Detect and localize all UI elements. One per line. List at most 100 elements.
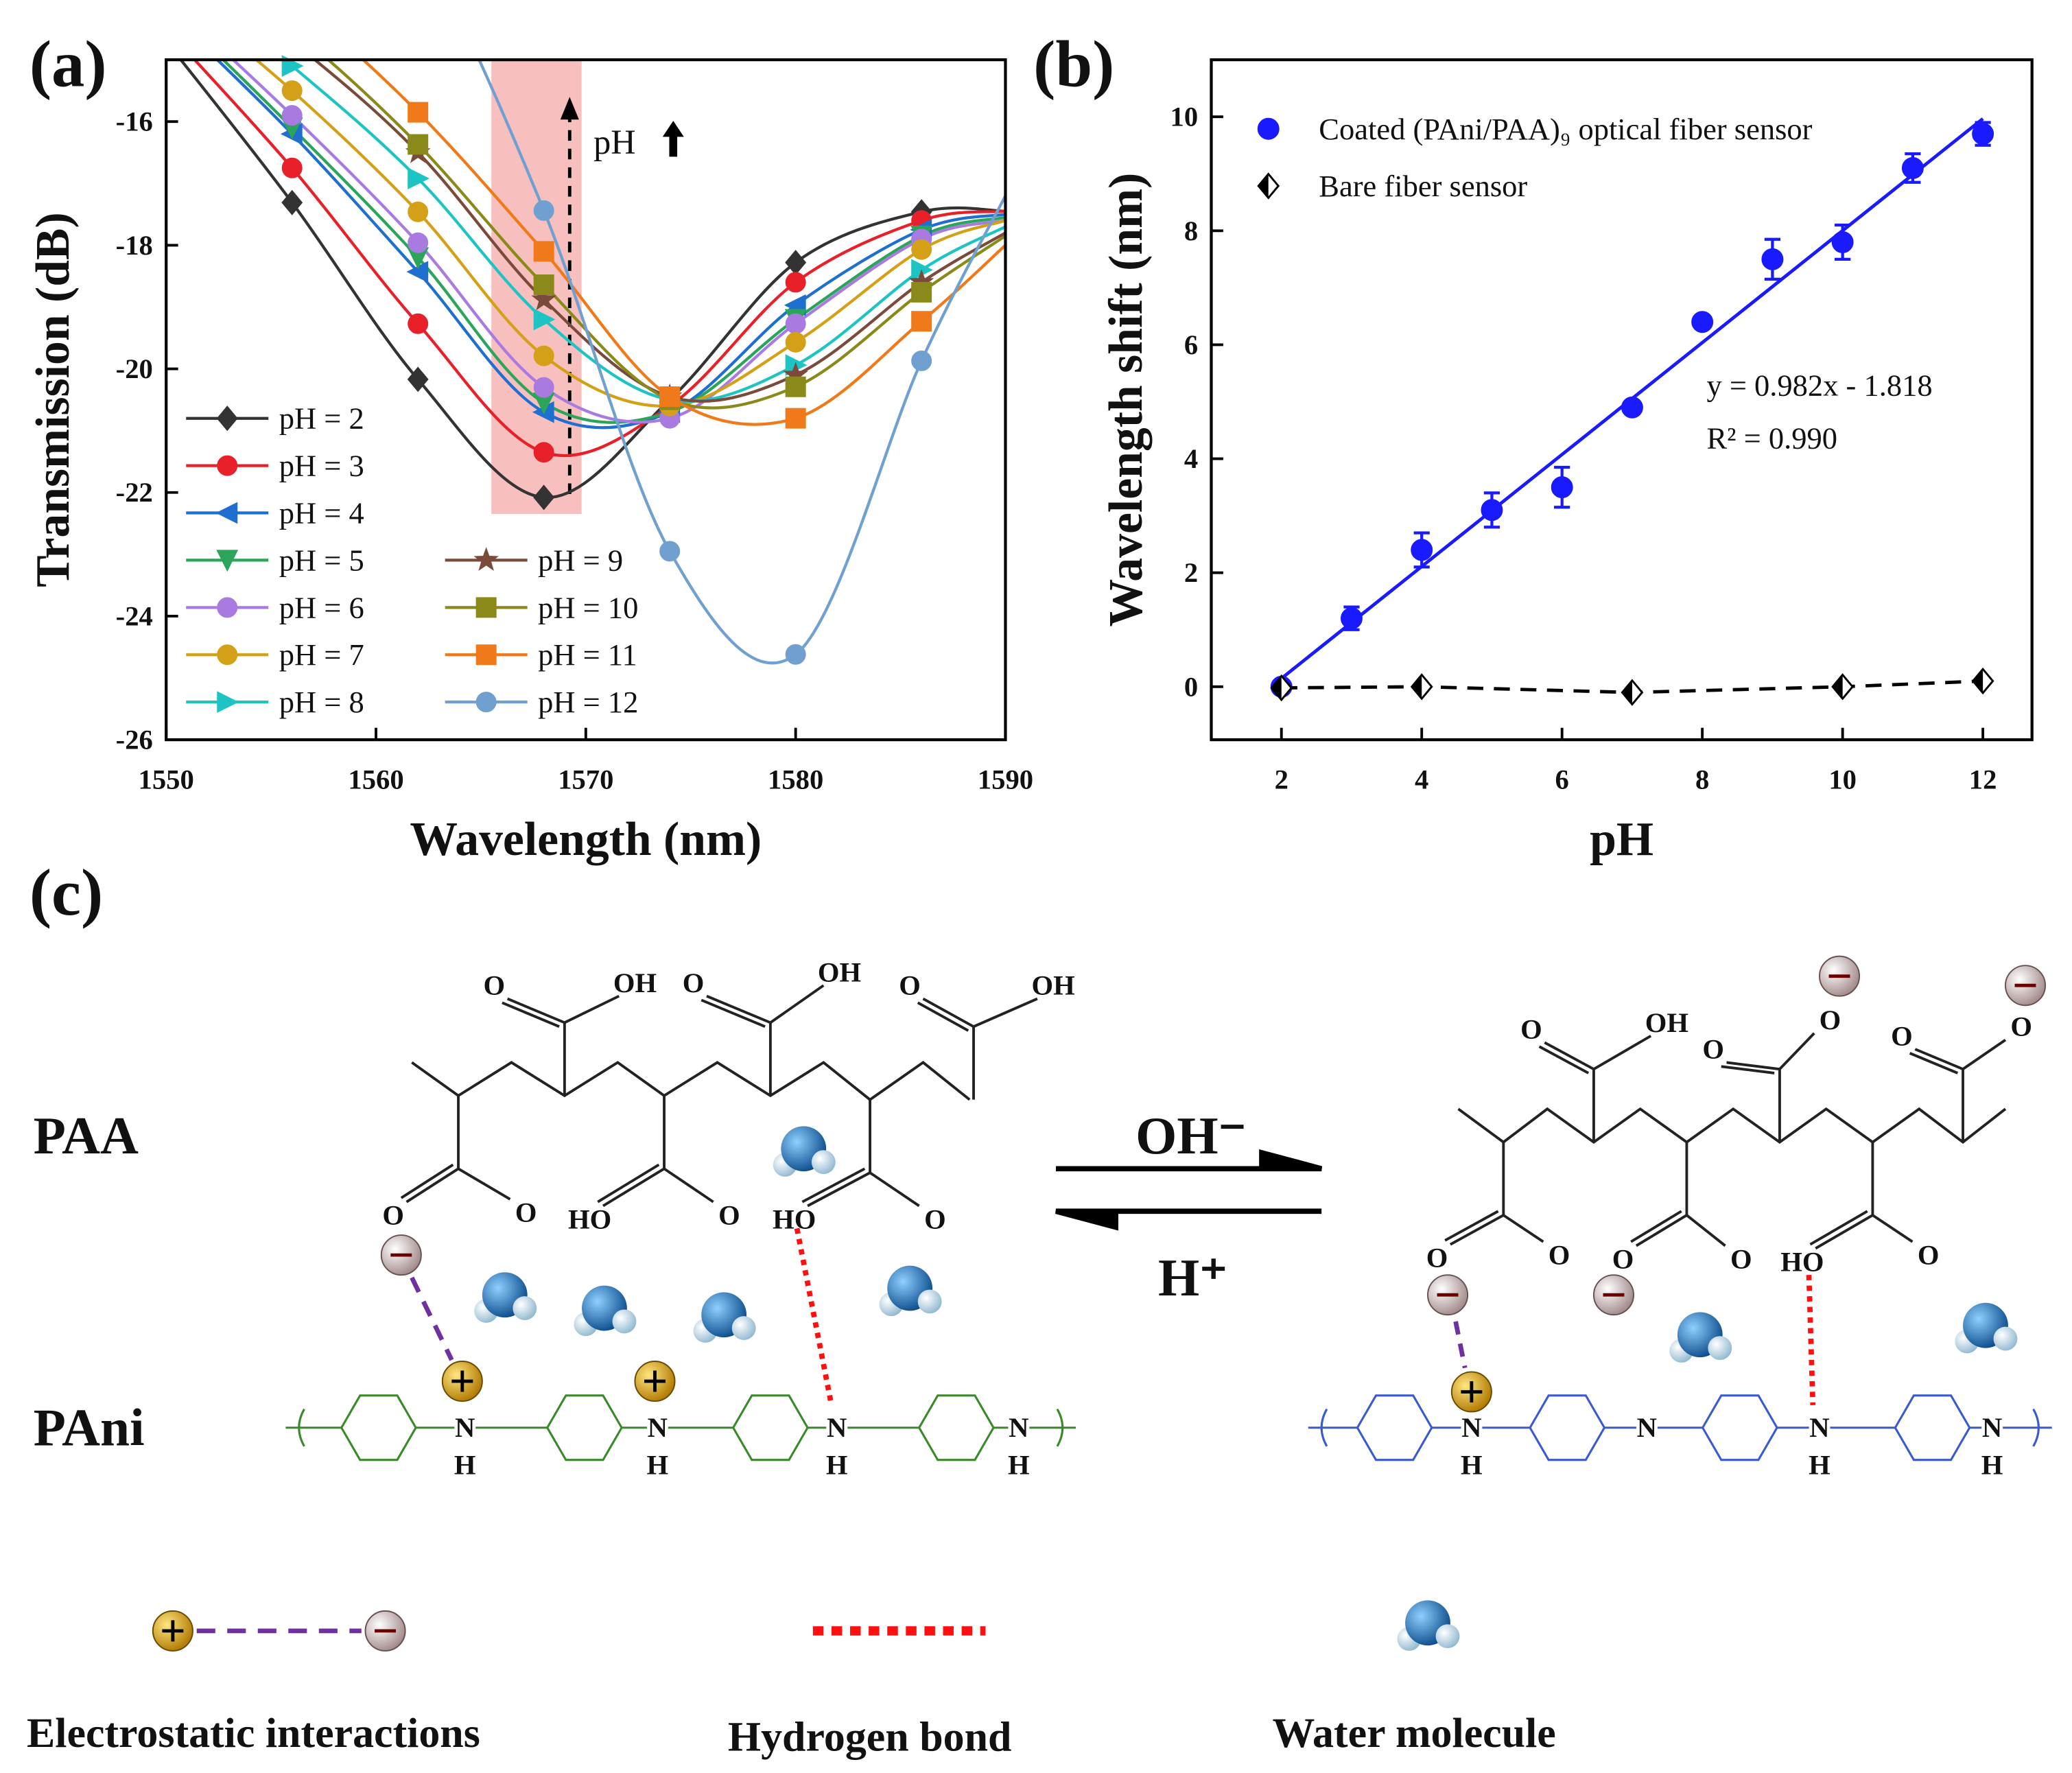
marker — [408, 313, 429, 334]
atom-label: O — [899, 970, 921, 1001]
bond — [1592, 1035, 1652, 1070]
atom-label: O — [718, 1200, 740, 1231]
ring — [1529, 1394, 1606, 1461]
legend-label: Hydrogen bond — [728, 1714, 1012, 1761]
atom-label: H — [1461, 1449, 1483, 1480]
legend-label: pH = 4 — [279, 496, 364, 530]
marker — [281, 189, 303, 215]
marker — [217, 691, 239, 714]
ring — [1894, 1394, 1971, 1461]
marker — [281, 80, 303, 102]
marker — [659, 386, 681, 408]
trend-arrowhead — [560, 97, 579, 120]
marker — [217, 644, 238, 666]
atom-label: HO — [1780, 1246, 1824, 1277]
atom-label: N — [1982, 1412, 2002, 1443]
marker — [911, 311, 932, 332]
bond — [502, 997, 565, 1028]
legend-label: Bare fiber sensor — [1319, 169, 1527, 203]
bond — [1962, 1038, 2007, 1070]
annotation: R² = 0.990 — [1706, 421, 1837, 456]
marker — [785, 408, 806, 429]
panel-label: (b) — [1033, 27, 1114, 100]
bond — [1444, 1210, 1505, 1246]
ring — [731, 1394, 809, 1461]
y-tick-label: -26 — [116, 725, 153, 755]
y-tick-label: -20 — [116, 353, 153, 384]
bond — [451, 1370, 473, 1392]
forward-label: OH⁻ — [1135, 1106, 1246, 1165]
marker — [407, 366, 429, 392]
x-tick-label: 4 — [1415, 764, 1428, 795]
marker — [1761, 248, 1784, 270]
atom-label: O — [1549, 1240, 1570, 1271]
bond — [663, 1167, 714, 1203]
water-h — [1435, 1624, 1460, 1649]
atom-label: H — [826, 1449, 848, 1480]
marker — [475, 597, 497, 618]
x-axis-title: Wavelength (nm) — [410, 813, 762, 866]
bond — [1503, 1214, 1544, 1243]
water-h — [1993, 1326, 2018, 1351]
marker — [785, 376, 806, 397]
atom-label: H — [454, 1449, 476, 1480]
marker — [531, 286, 556, 311]
marker — [533, 274, 554, 296]
atom-label: HO — [773, 1203, 816, 1234]
legend-label: pH = 8 — [279, 685, 364, 719]
plot-frame — [165, 58, 1007, 742]
atom-label: O — [1891, 1020, 1913, 1051]
bond — [1809, 1210, 1874, 1250]
marker-half — [1271, 676, 1282, 700]
water-h — [1708, 1336, 1732, 1361]
marker — [1901, 156, 1924, 179]
y-tick-label: 4 — [1184, 443, 1198, 474]
marker — [533, 308, 556, 331]
marker-half — [1622, 680, 1632, 705]
ring — [340, 1394, 417, 1461]
bond — [458, 1167, 511, 1201]
x-tick-label: 1550 — [139, 764, 194, 795]
legend-label: pH = 10 — [538, 590, 638, 624]
legend-label: pH = 11 — [538, 637, 637, 672]
bond — [162, 1620, 184, 1642]
paa-label: PAA — [34, 1106, 139, 1165]
atom-label: HO — [568, 1203, 611, 1234]
atom-label: N — [1009, 1412, 1028, 1443]
atom-label: OH — [1645, 1007, 1688, 1038]
marker — [1551, 476, 1573, 499]
y-tick-label: -22 — [116, 477, 153, 508]
atom-label: O — [483, 970, 505, 1001]
bond — [769, 984, 825, 1024]
marker — [281, 157, 303, 178]
marker — [475, 644, 497, 666]
panel-label: (c) — [30, 856, 103, 929]
marker — [785, 331, 806, 353]
bond — [1806, 1275, 1816, 1405]
x-tick-label: 2 — [1275, 764, 1288, 795]
marker — [1481, 499, 1503, 521]
backward-label: H⁺ — [1158, 1248, 1227, 1307]
marker — [911, 281, 932, 303]
bond — [1538, 1041, 1594, 1075]
bond — [400, 1163, 460, 1203]
x-tick-label: 8 — [1695, 764, 1709, 795]
legend-label: Electrostatic interactions — [27, 1710, 480, 1757]
bond — [917, 997, 974, 1032]
marker — [281, 55, 304, 78]
bond — [597, 1163, 666, 1208]
atom-label: H — [1981, 1449, 2003, 1480]
marker-half — [1973, 669, 1983, 693]
atom-label: OH — [818, 956, 861, 987]
atom-label: N — [827, 1412, 847, 1443]
y-tick-label: 10 — [1170, 102, 1199, 132]
bond — [701, 994, 771, 1028]
marker — [216, 550, 239, 572]
atom-label: N — [1461, 1412, 1481, 1443]
annotation: y = 0.982x - 1.818 — [1706, 368, 1932, 402]
marker — [408, 102, 429, 123]
legend-label: pH = 9 — [538, 543, 623, 577]
marker — [785, 313, 806, 334]
marker-half — [1258, 174, 1269, 198]
